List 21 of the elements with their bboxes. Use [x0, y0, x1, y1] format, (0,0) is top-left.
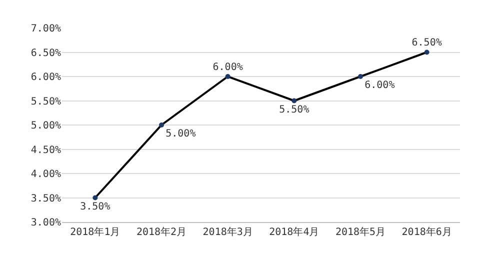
x-tick-label: 2018年4月	[269, 226, 320, 238]
y-tick-label: 4.50%	[30, 144, 61, 156]
y-tick-label: 7.00%	[30, 24, 61, 34]
x-tick-label: 2018年3月	[202, 226, 253, 238]
data-label: 6.00%	[212, 62, 243, 73]
x-tick-label: 2018年1月	[70, 226, 120, 238]
x-tick-label: 2018年5月	[335, 226, 386, 238]
y-tick-label: 5.50%	[30, 96, 61, 108]
y-tick-label: 3.50%	[30, 193, 61, 204]
data-label: 5.00%	[166, 128, 196, 140]
y-tick-label: 6.50%	[30, 48, 61, 59]
y-tick-label: 4.00%	[30, 169, 61, 180]
y-tick-label: 3.00%	[30, 218, 61, 228]
y-tick-label: 5.00%	[30, 120, 61, 132]
x-tick-label: 2018年6月	[402, 226, 452, 238]
y-tick-label: 6.00%	[30, 72, 61, 83]
data-label: 6.00%	[364, 80, 395, 92]
x-tick-label: 2018年2月	[136, 226, 187, 238]
data-label: 5.50%	[279, 104, 310, 116]
data-label: 3.50%	[80, 201, 110, 212]
data-label: 6.50%	[412, 38, 442, 49]
